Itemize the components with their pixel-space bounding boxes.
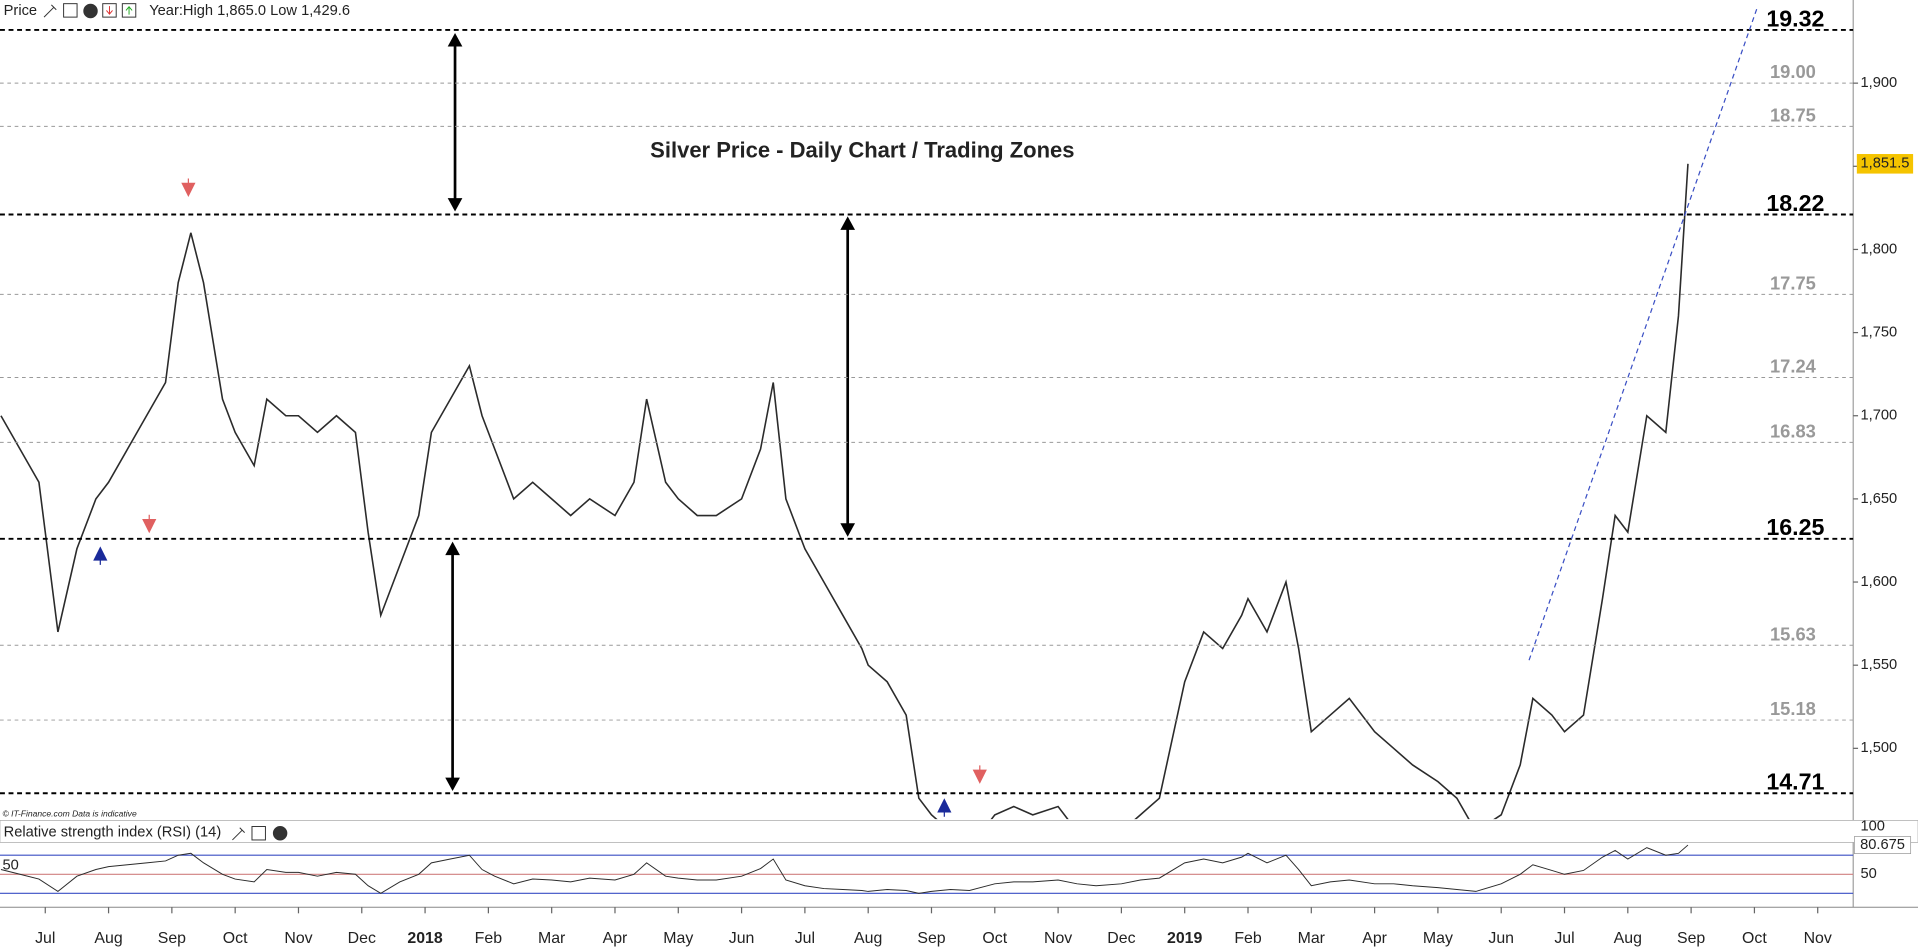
y-tick-label: 1,550 <box>1861 657 1898 673</box>
signal-markers <box>93 178 987 817</box>
x-tick-label: Aug <box>94 930 122 947</box>
y-tick-label: 1,700 <box>1861 408 1898 424</box>
x-tick-label: Sep <box>917 930 945 947</box>
x-tick-label: Aug <box>854 930 882 947</box>
close-icon[interactable] <box>83 3 98 19</box>
series-name: Price <box>4 3 37 19</box>
x-tick-label: Jul <box>1554 930 1574 947</box>
up-icon[interactable] <box>121 3 137 18</box>
rsi-title: Relative strength index (RSI) (14) <box>4 825 222 841</box>
series-line <box>0 844 1689 894</box>
subtitle: Year:High 1,865.0 Low 1,429.6 <box>149 3 350 19</box>
rsi-header <box>0 820 1918 843</box>
rsi-icons <box>232 826 288 841</box>
x-tick-label: Sep <box>158 930 186 947</box>
wrench-icon[interactable] <box>232 827 245 841</box>
window-icon[interactable] <box>63 3 78 18</box>
x-tick-label: Mar <box>1298 930 1326 947</box>
level-label: 18.75 <box>1770 104 1816 125</box>
x-tick-label: 2019 <box>1167 930 1202 947</box>
copyright-note: © IT-Finance.com Data is indicative <box>2 809 137 819</box>
y-tick-label: 1,750 <box>1861 324 1898 340</box>
x-tick-label: Oct <box>1742 930 1767 947</box>
rsi-last-label: 80.675 <box>1860 837 1905 853</box>
window-icon[interactable] <box>251 826 266 841</box>
y-tick-label: 1,800 <box>1861 241 1898 257</box>
x-tick-label: Nov <box>1044 930 1072 947</box>
x-tick-label: Apr <box>1362 930 1387 947</box>
x-tick-label: Feb <box>475 930 503 947</box>
y-tick-label: 1,600 <box>1861 574 1898 590</box>
trendline <box>1528 6 1759 661</box>
level-label: 17.75 <box>1770 272 1816 293</box>
x-tick-label: Feb <box>1234 930 1262 947</box>
wrench-icon[interactable] <box>43 4 57 18</box>
x-tick-label: Dec <box>1107 930 1135 947</box>
zone-arrows <box>445 33 856 792</box>
level-label: 17.24 <box>1770 356 1817 377</box>
level-label: 19.00 <box>1770 61 1816 82</box>
level-label: 14.71 <box>1766 769 1824 795</box>
y-tick-label: 1,900 <box>1861 75 1898 91</box>
down-icon[interactable] <box>102 3 117 18</box>
last-price-label: 1,851.5 <box>1861 156 1910 172</box>
x-tick-label: Sep <box>1677 930 1705 947</box>
level-label: 19.32 <box>1766 5 1824 31</box>
x-tick-label: Aug <box>1614 930 1642 947</box>
header-icons <box>43 3 137 19</box>
x-tick-label: Jun <box>729 930 755 947</box>
x-tick-label: Mar <box>538 930 566 947</box>
x-tick-label: Nov <box>284 930 312 947</box>
x-tick-label: May <box>1423 930 1453 947</box>
level-label: 15.63 <box>1770 623 1816 644</box>
rsi-y-tick-label: 100 <box>1861 819 1885 835</box>
close-icon[interactable] <box>272 826 288 841</box>
rsi-last-tag <box>1854 836 1912 854</box>
rsi-y-tick-label: 50 <box>1861 866 1877 882</box>
x-tick-label: Oct <box>223 930 248 947</box>
rsi-panel: 100 50 50 80.675 <box>0 819 1912 894</box>
x-tick-label: Oct <box>982 930 1007 947</box>
level-label: 16.25 <box>1766 514 1824 540</box>
x-tick-label: May <box>663 930 693 947</box>
x-tick-label: Jun <box>1488 930 1514 947</box>
series-line <box>0 163 1689 820</box>
last-price-tag <box>1856 154 1914 174</box>
x-tick-label: Jul <box>795 930 815 947</box>
x-tick-label: Apr <box>603 930 628 947</box>
x-tick-label: Dec <box>348 930 376 947</box>
chart-title: Silver Price - Daily Chart / Trading Zon… <box>650 137 1074 162</box>
x-tick-label: 2018 <box>407 930 442 947</box>
level-label: 15.18 <box>1770 698 1816 719</box>
level-label: 16.83 <box>1770 420 1816 441</box>
y-tick-label: 1,650 <box>1861 491 1898 507</box>
level-label: 18.22 <box>1766 190 1824 216</box>
y-tick-label: 1,500 <box>1861 740 1898 756</box>
rsi-mid-label: 50 <box>2 858 18 874</box>
x-tick-label: Nov <box>1804 930 1832 947</box>
x-tick-label: Jul <box>35 930 55 947</box>
price-panel <box>0 163 1689 820</box>
